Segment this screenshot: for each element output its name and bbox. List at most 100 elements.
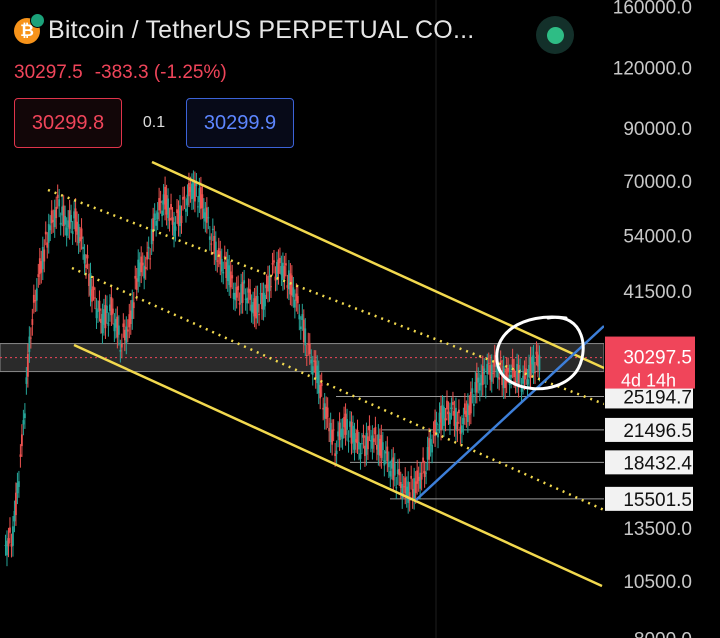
- candle-body: [189, 186, 192, 192]
- candle-body: [305, 354, 308, 356]
- candle-body: [146, 251, 149, 260]
- candle-body: [134, 275, 137, 279]
- candle-body: [392, 457, 395, 481]
- candle-body: [526, 379, 529, 385]
- axis-tick-label: 41500.0: [623, 282, 692, 303]
- candle-body: [298, 314, 301, 320]
- candle-body: [231, 275, 234, 279]
- candle-body: [368, 425, 371, 431]
- candle-body: [496, 361, 499, 378]
- candle-body: [319, 384, 322, 399]
- candle-body: [337, 431, 340, 437]
- candle-body: [106, 305, 108, 313]
- candle-body: [88, 273, 90, 287]
- candle-body: [246, 297, 249, 304]
- bitcoin-icon: ₿: [14, 12, 45, 44]
- candle-body: [70, 214, 73, 223]
- axis-tick-label: 13500.0: [623, 519, 692, 540]
- candle-body: [62, 205, 65, 227]
- candle-body: [67, 220, 70, 228]
- candle-body: [9, 527, 11, 533]
- candle-body: [162, 194, 165, 205]
- candle-body: [86, 254, 89, 259]
- candle-body: [65, 227, 68, 236]
- candle-body: [180, 215, 183, 224]
- candle-body: [332, 429, 335, 431]
- candle-body: [408, 492, 411, 501]
- axis-tick-label: 54000.0: [623, 227, 692, 248]
- candle-body: [56, 194, 59, 198]
- candle-body: [287, 270, 290, 290]
- candle-body: [50, 210, 53, 224]
- support-level-label: 18432.4: [623, 453, 692, 474]
- candle-body: [393, 463, 396, 476]
- candle-body: [76, 221, 78, 235]
- axis-tick-label: 70000.0: [623, 172, 692, 193]
- candle-body: [101, 313, 104, 334]
- candle-body: [390, 459, 393, 469]
- candle-body: [18, 481, 20, 487]
- candle-body: [126, 329, 129, 332]
- candle-body: [276, 262, 278, 280]
- candle-body: [481, 365, 484, 385]
- candle-body: [335, 450, 338, 455]
- candle-body: [304, 328, 307, 346]
- candle-body: [46, 242, 49, 248]
- symbol-title[interactable]: Bitcoin / TetherUS PERPETUAL CO...: [48, 16, 475, 44]
- candle-body: [516, 363, 518, 382]
- candle-body: [10, 543, 13, 547]
- candle-body: [329, 422, 332, 443]
- candle-body: [534, 372, 536, 374]
- candle-body: [268, 275, 271, 291]
- candle-body: [411, 488, 414, 499]
- candle-body: [40, 261, 43, 273]
- candle-body: [237, 285, 240, 291]
- candle-body: [422, 457, 425, 463]
- candle-body: [425, 472, 428, 474]
- candle-body: [58, 199, 61, 207]
- candle-body: [313, 360, 316, 362]
- candle-body: [98, 300, 101, 311]
- candle-body: [452, 402, 454, 405]
- candle-body: [204, 212, 207, 222]
- candle-body: [431, 444, 433, 453]
- candle-body: [150, 229, 153, 245]
- candle-body: [377, 434, 380, 455]
- candle-body: [214, 241, 217, 261]
- market-status-button[interactable]: [536, 16, 574, 54]
- candle-body: [196, 206, 199, 208]
- candle-body: [31, 319, 34, 325]
- candle-body: [283, 266, 286, 279]
- candle-body: [23, 413, 26, 419]
- candle-body: [73, 211, 76, 219]
- candle-body: [277, 259, 280, 274]
- candle-body: [41, 246, 44, 270]
- candle-body: [417, 476, 420, 481]
- candle-body: [535, 351, 538, 355]
- candle-body: [219, 251, 222, 265]
- candle-body: [198, 188, 201, 203]
- candle-body: [49, 225, 52, 231]
- candle-body: [420, 472, 423, 480]
- candle-body: [170, 203, 172, 210]
- sell-button[interactable]: 30299.8: [14, 98, 122, 148]
- buy-button[interactable]: 30299.9: [186, 98, 294, 148]
- candle-body: [490, 364, 493, 382]
- candle-body: [20, 434, 23, 447]
- candle-body: [316, 365, 319, 384]
- candle-body: [104, 305, 107, 329]
- candle-body: [296, 296, 299, 304]
- channel-mid-line: [47, 188, 605, 406]
- candle-body: [19, 454, 22, 457]
- candle-body: [135, 278, 138, 290]
- candle-body: [117, 325, 120, 335]
- candle-body: [208, 236, 211, 240]
- candle-body: [174, 226, 177, 231]
- candle-body: [38, 258, 41, 275]
- candle-body: [210, 243, 213, 245]
- candle-body: [350, 421, 353, 444]
- candle-body: [89, 273, 92, 296]
- candle-body: [144, 267, 147, 270]
- candle-body: [384, 451, 387, 454]
